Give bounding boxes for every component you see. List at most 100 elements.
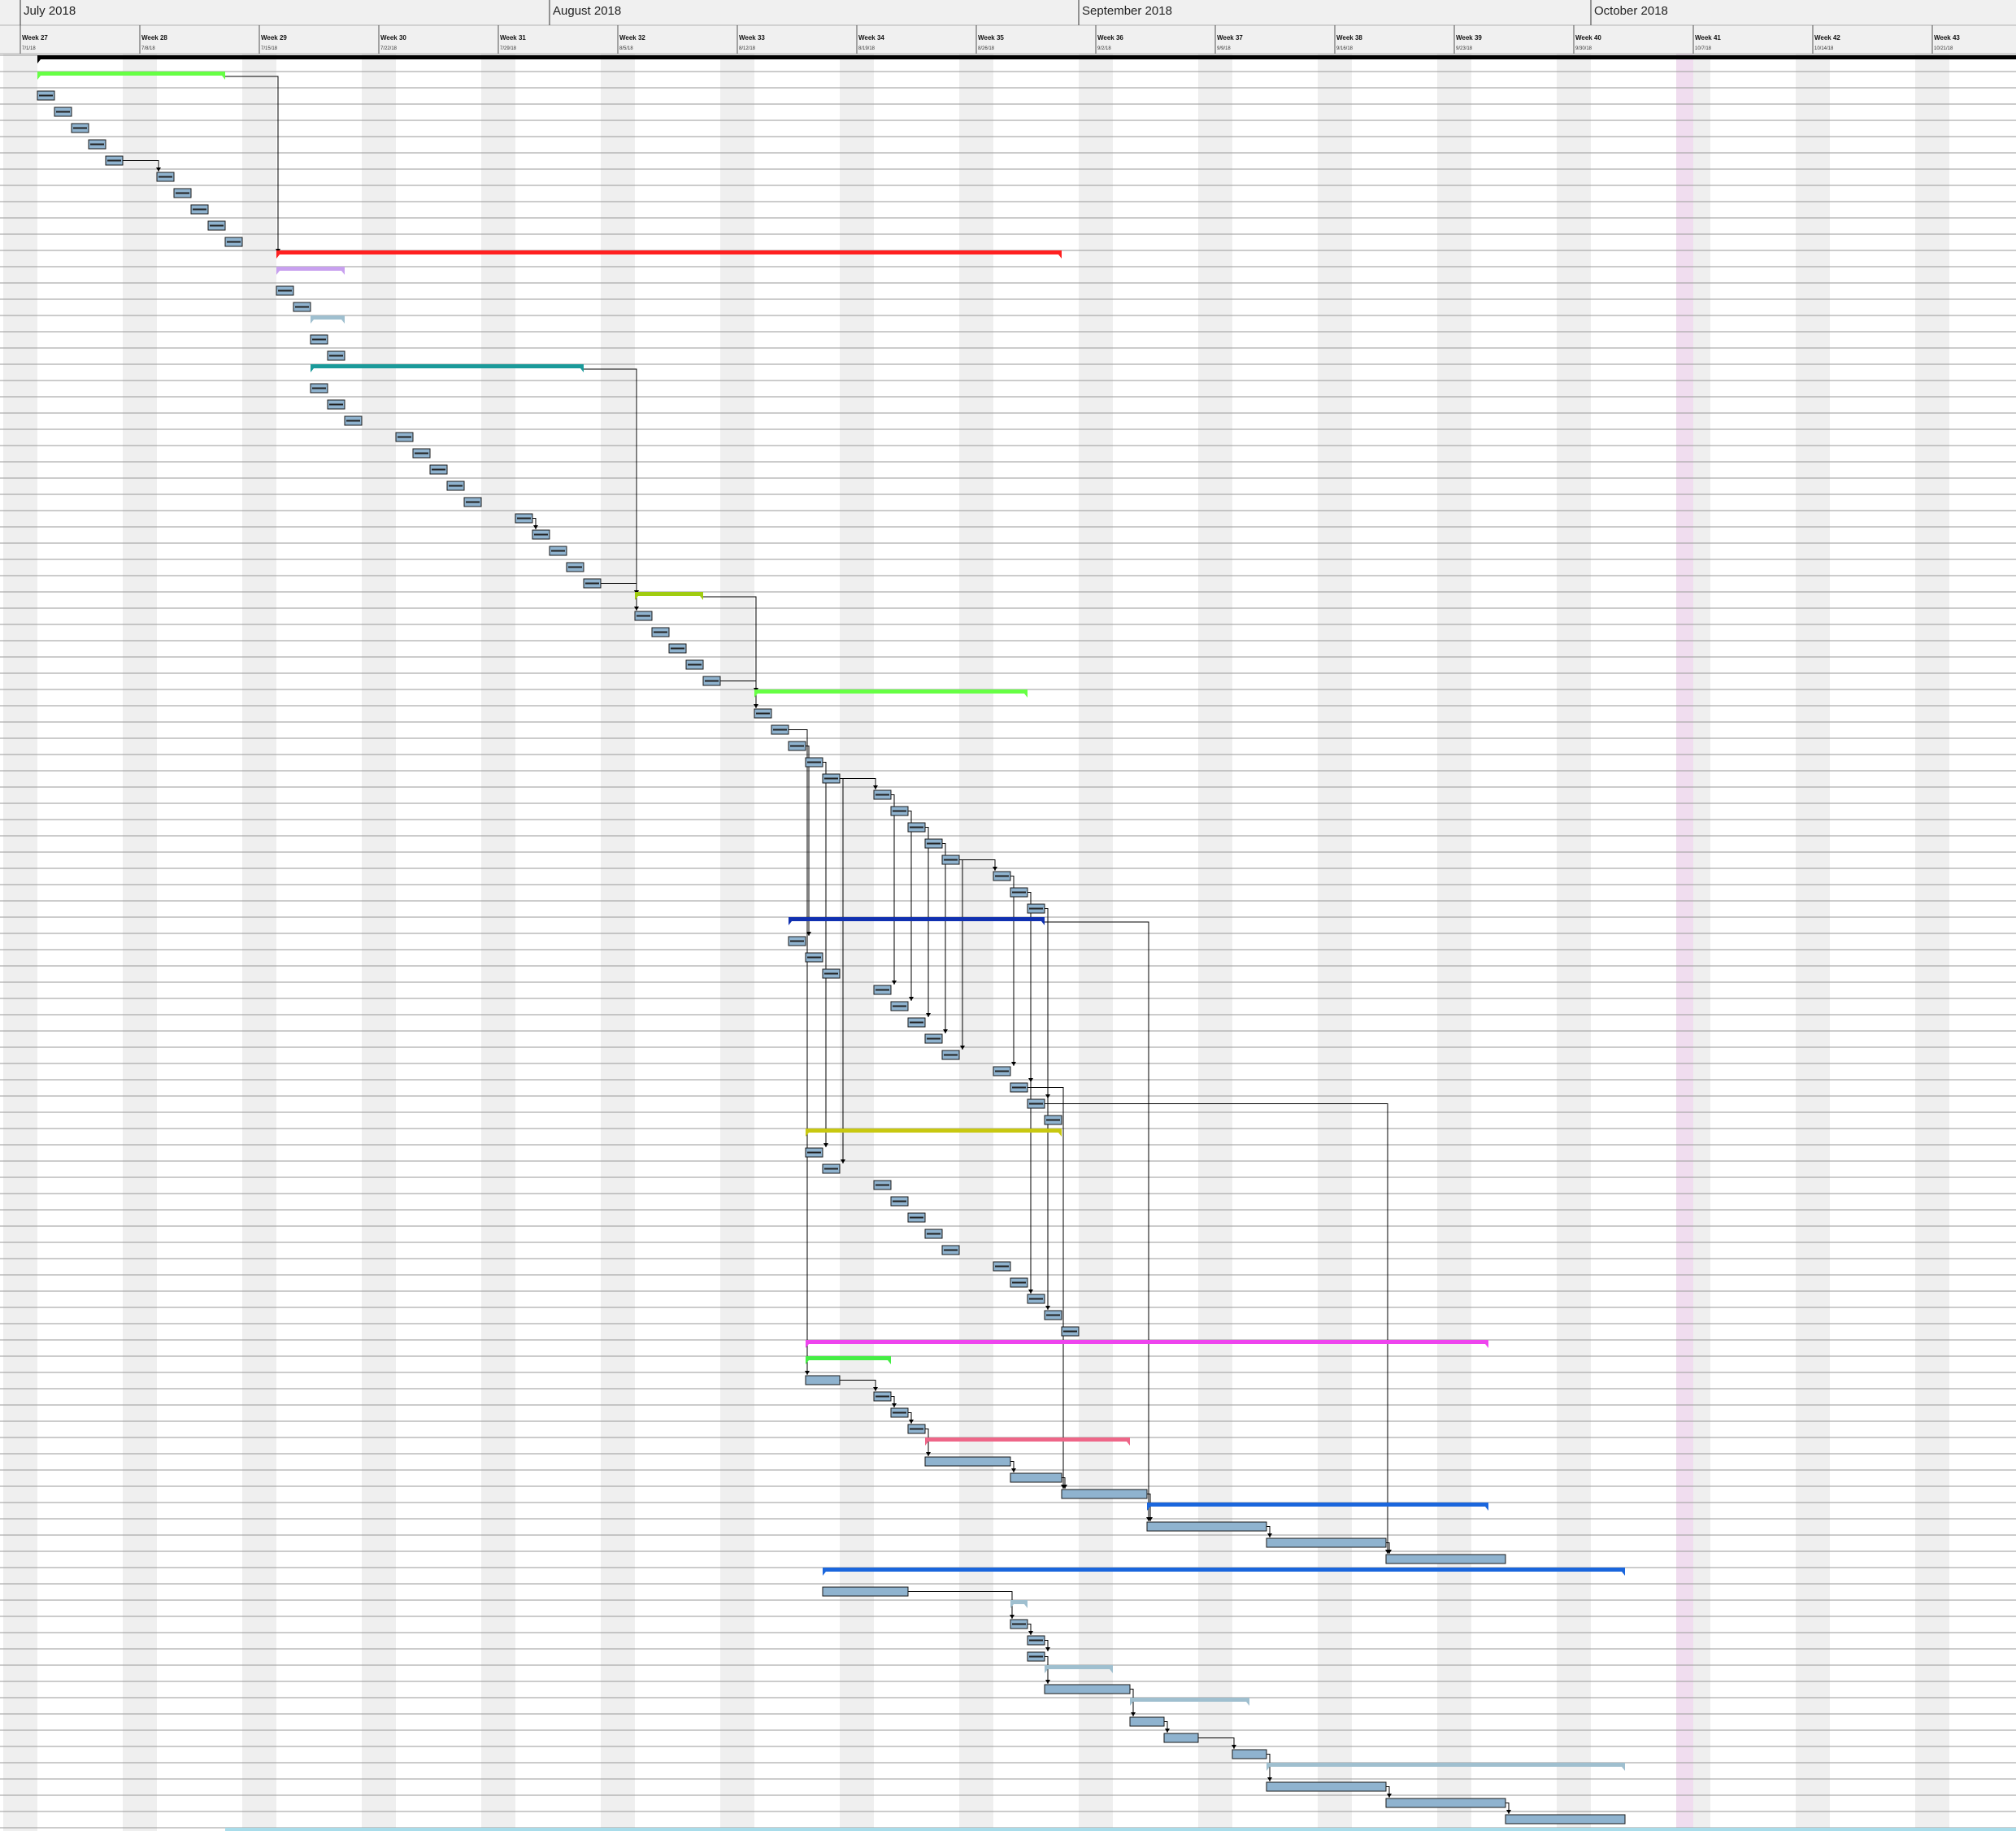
task-progress-bar <box>824 777 838 780</box>
weekend-shade <box>1079 54 1113 1831</box>
summary-end-cap <box>341 320 345 324</box>
task-progress-bar <box>910 826 923 829</box>
dependency-link <box>925 1429 929 1456</box>
task-progress-bar <box>295 306 309 308</box>
week-date-label: 9/23/18 <box>1456 46 1473 51</box>
task-progress-bar <box>790 940 804 942</box>
task-progress-bar <box>807 1151 821 1154</box>
task-progress-bar <box>534 533 548 536</box>
summary-bar <box>806 1356 891 1360</box>
task-progress-bar <box>944 1249 958 1251</box>
week-date-label: 8/5/18 <box>619 46 633 51</box>
dependency-arrowhead <box>156 167 161 172</box>
summary-start-cap <box>276 271 280 275</box>
summary-end-cap <box>222 76 225 80</box>
week-date-label: 10/14/18 <box>1814 46 1834 51</box>
dependency-link <box>789 729 808 1375</box>
summary-end-cap <box>1485 1344 1488 1348</box>
dependency-arrowhead <box>1131 1712 1136 1716</box>
summary-start-cap <box>789 921 792 925</box>
summary-bar <box>789 917 1045 921</box>
week-date-label: 9/30/18 <box>1575 46 1592 51</box>
summary-bar <box>1045 1665 1113 1669</box>
dependency-arrowhead <box>841 1159 845 1163</box>
task-progress-bar <box>910 1021 923 1024</box>
dependency-arrowhead <box>909 1420 914 1424</box>
summary-bar <box>311 364 584 368</box>
summary-start-cap <box>806 1344 809 1348</box>
weekend-shade <box>362 54 396 1831</box>
dependency-arrowhead <box>926 1013 931 1017</box>
week-label: Week 38 <box>1336 34 1362 41</box>
task-progress-bar <box>1012 1281 1026 1284</box>
task-progress-bar <box>432 468 445 471</box>
week-label: Week 28 <box>141 34 167 41</box>
task-progress-bar <box>893 1200 906 1203</box>
task-progress-bar <box>1063 1330 1077 1333</box>
dependency-links-layer <box>123 76 1511 1814</box>
task-progress-bar <box>910 1216 923 1219</box>
summary-end-cap <box>1622 1767 1625 1771</box>
week-label: Week 35 <box>978 34 1004 41</box>
summary-bar <box>754 689 1028 694</box>
task-progress-bar <box>875 1184 889 1186</box>
weekend-shade <box>1198 54 1232 1831</box>
summary-bar <box>806 1129 1062 1133</box>
dependency-link <box>908 1591 1013 1619</box>
task-progress-bar <box>1046 1119 1060 1121</box>
summary-end-cap <box>1058 254 1062 259</box>
task-progress-bar <box>671 647 684 650</box>
dependency-arrowhead <box>1267 1777 1272 1781</box>
task-bar <box>1044 1684 1131 1694</box>
dependency-arrowhead <box>873 1387 878 1391</box>
summary-end-cap <box>341 271 345 275</box>
task-progress-bar <box>278 289 292 292</box>
task-progress-bar <box>227 241 241 243</box>
week-date-label: 7/15/18 <box>261 46 278 51</box>
weekend-shade <box>1437 54 1471 1831</box>
week-date-label: 7/1/18 <box>22 46 36 51</box>
summary-bar <box>276 267 345 271</box>
task-progress-bar <box>995 1265 1009 1268</box>
summary-bar <box>1267 1763 1625 1767</box>
dependency-arrowhead <box>533 525 538 529</box>
week-date-label: 9/9/18 <box>1217 46 1231 51</box>
summary-bar <box>1147 1503 1488 1507</box>
week-label: Week 42 <box>1814 34 1840 41</box>
task-progress-bar <box>551 550 565 552</box>
dependency-arrowhead <box>892 981 897 985</box>
dependency-arrowhead <box>1506 1810 1511 1814</box>
week-label: Week 32 <box>619 34 645 41</box>
summary-bar <box>925 1437 1130 1442</box>
summary-end-cap <box>1024 1604 1028 1608</box>
task-bar <box>1146 1521 1267 1532</box>
task-progress-bar <box>90 143 104 146</box>
task-progress-bar <box>944 859 958 861</box>
task-progress-bar <box>1029 1639 1043 1642</box>
week-label: Week 31 <box>500 34 526 41</box>
task-progress-bar <box>995 1070 1009 1072</box>
dependency-arrowhead <box>823 1143 828 1147</box>
task-progress-bar <box>176 192 189 194</box>
dependency-arrowhead <box>805 1371 810 1375</box>
task-progress-bar <box>1012 1623 1026 1625</box>
summary-end-cap <box>1024 694 1028 698</box>
dependency-link <box>1045 921 1149 1521</box>
summary-start-cap <box>1045 1669 1048 1673</box>
week-label: Week 40 <box>1575 34 1601 41</box>
week-date-label: 7/8/18 <box>141 46 155 51</box>
weekend-shade <box>1557 54 1591 1831</box>
task-progress-bar <box>773 728 787 731</box>
task-progress-bar <box>398 436 411 438</box>
weekend-shade <box>1796 54 1830 1831</box>
task-progress-bar <box>73 127 87 129</box>
dependency-arrowhead <box>909 997 914 1001</box>
today-marker <box>1676 54 1693 1831</box>
week-label: Week 34 <box>858 34 884 41</box>
dependency-arrowhead <box>1010 1615 1015 1619</box>
project-summary-bar <box>37 55 2016 59</box>
dependency-link <box>959 859 963 1050</box>
summary-bar <box>276 250 1062 254</box>
week-label: Week 33 <box>739 34 765 41</box>
